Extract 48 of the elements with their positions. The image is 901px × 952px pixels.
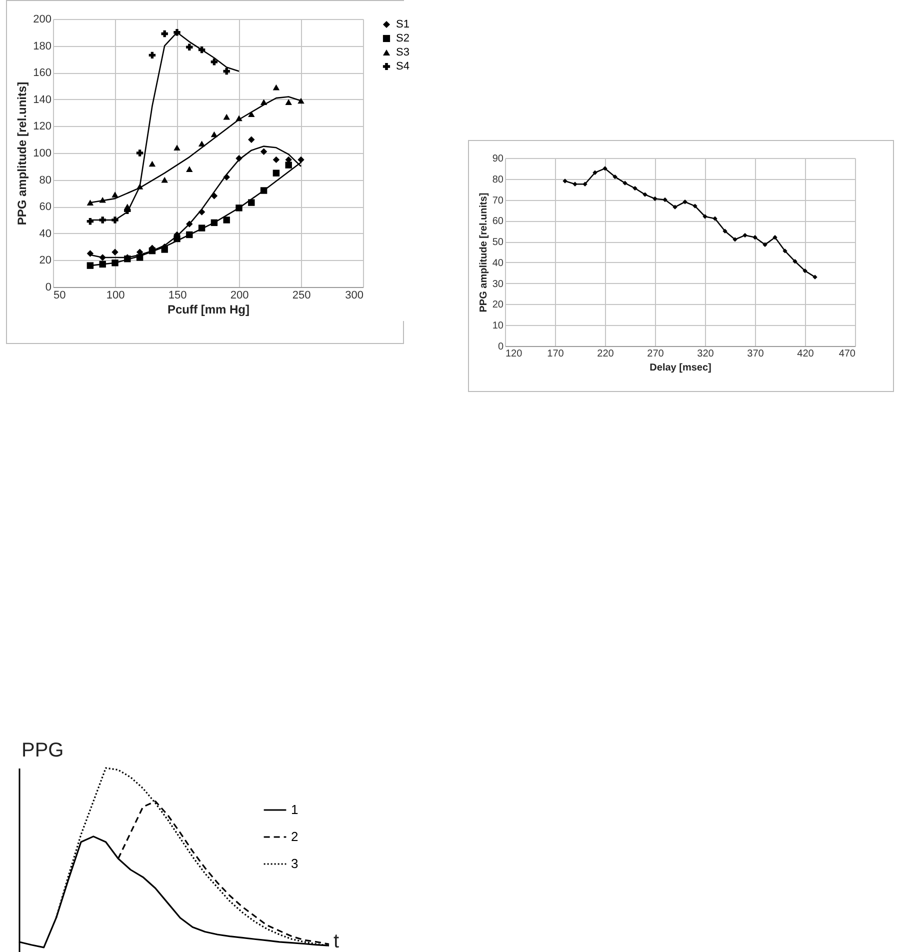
y-tick-label: 40: [492, 258, 504, 269]
y-tick-label: 200: [33, 14, 52, 26]
y-axis-title: PPG amplitude [rel.units]: [478, 192, 490, 312]
y-tick-label: 40: [39, 228, 52, 240]
x-tick-label: 50: [54, 290, 66, 302]
y-axis-title: PPG: [22, 740, 64, 762]
y-tick-label: 30: [492, 278, 504, 290]
x-tick-label: 100: [106, 290, 125, 302]
legend-label: 2: [291, 829, 298, 844]
legend-label: S3: [396, 46, 410, 58]
y-tick-label: 60: [39, 201, 52, 214]
y-tick-label: 10: [492, 320, 504, 332]
y-tick-label: 140: [33, 94, 52, 106]
x-tick-label: 300: [345, 290, 364, 302]
x-axis-title: Delay [msec]: [650, 362, 712, 374]
y-axis-title: PPG amplitude [rel.units]: [15, 82, 30, 226]
x-tick-label: 270: [647, 348, 664, 360]
x-axis-title: Pcuff [mm Hg]: [168, 302, 250, 316]
y-tick-label: 50: [492, 237, 504, 248]
x-tick-label: 170: [547, 348, 564, 360]
x-tick-label: 470: [838, 348, 856, 360]
y-tick-label: 180: [33, 40, 52, 52]
y-tick-label: 0: [498, 342, 504, 352]
y-tick-label: 90: [492, 154, 504, 164]
x-tick-label: 120: [506, 348, 523, 360]
legend-label: S1: [396, 18, 410, 30]
y-tick-label: 80: [492, 174, 504, 186]
x-tick-label: 320: [697, 348, 714, 360]
x-tick-label: 420: [797, 348, 814, 360]
x-tick-label: 200: [230, 290, 249, 302]
legend-label: 1: [291, 802, 298, 817]
x-tick-label: 370: [747, 348, 764, 360]
y-tick-label: 100: [33, 148, 52, 160]
x-tick-label: 150: [168, 290, 187, 302]
legend-label: S2: [396, 32, 410, 44]
y-tick-label: 80: [39, 174, 52, 186]
x-tick-label: 220: [597, 348, 614, 360]
y-tick-label: 160: [33, 67, 52, 80]
y-tick-label: 0: [45, 282, 52, 294]
y-tick-label: 20: [492, 300, 504, 311]
y-tick-label: 120: [33, 120, 52, 133]
y-tick-label: 60: [492, 216, 504, 228]
y-tick-label: 70: [492, 195, 504, 206]
y-tick-label: 20: [39, 254, 52, 267]
legend-label: 3: [291, 856, 298, 871]
x-tick-label: 250: [292, 290, 311, 302]
legend-label: S4: [396, 60, 410, 72]
x-axis-title: t: [334, 930, 340, 952]
